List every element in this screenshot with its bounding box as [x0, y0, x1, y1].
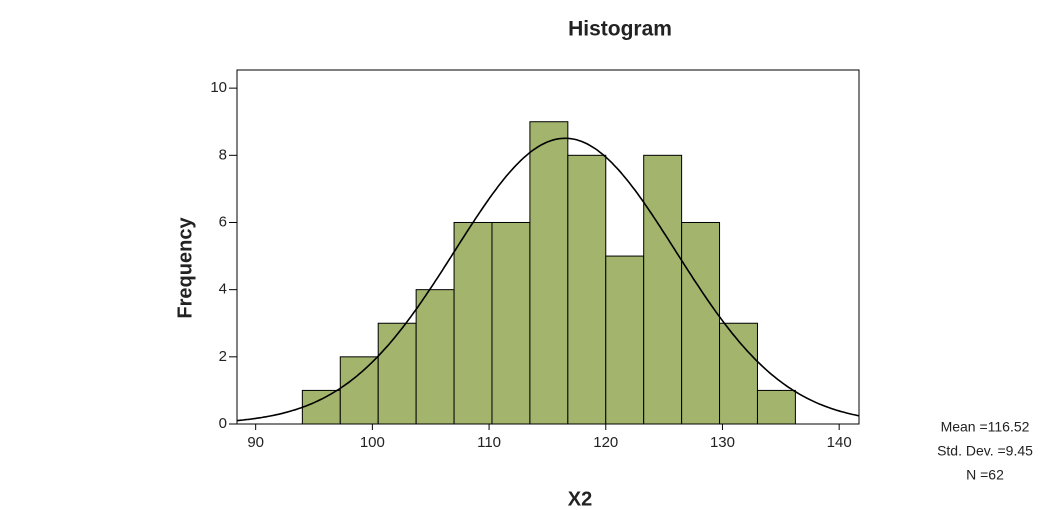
stats-label: Std. Dev. =9.45 [937, 443, 1033, 459]
bar [454, 222, 492, 424]
bar [568, 155, 606, 424]
y-tick-label: 2 [219, 348, 227, 365]
x-tick-label: 120 [593, 434, 618, 451]
y-tick-label: 6 [219, 213, 227, 230]
y-tick-label: 10 [210, 79, 227, 96]
x-tick-label: 140 [827, 434, 852, 451]
bar [340, 357, 378, 424]
bar [416, 290, 454, 424]
bar [682, 222, 720, 424]
x-tick-label: 130 [710, 434, 735, 451]
y-tick-label: 4 [219, 281, 227, 298]
stats-label: N =62 [966, 467, 1004, 483]
bar [378, 323, 416, 424]
chart: Histogram X2 Frequency 0 2 4 6 8 10 90 100 110 12… [0, 0, 1046, 510]
bar [302, 390, 340, 424]
bar [644, 155, 682, 424]
y-tick-label: 8 [219, 146, 227, 163]
x-tick-label: 100 [360, 434, 385, 451]
chart-title: Histogram [568, 18, 672, 41]
y-axis-title: Frequency [174, 217, 196, 319]
bar [492, 222, 530, 424]
y-tick-label: 0 [219, 415, 227, 432]
x-tick-label: 110 [477, 434, 501, 451]
stats-label: Mean =116.52 [941, 419, 1030, 435]
bar [720, 323, 758, 424]
bar [530, 122, 568, 424]
x-tick-label: 90 [247, 434, 264, 451]
x-axis-title: X2 [568, 488, 592, 510]
bar [606, 256, 644, 424]
bar [757, 390, 795, 424]
